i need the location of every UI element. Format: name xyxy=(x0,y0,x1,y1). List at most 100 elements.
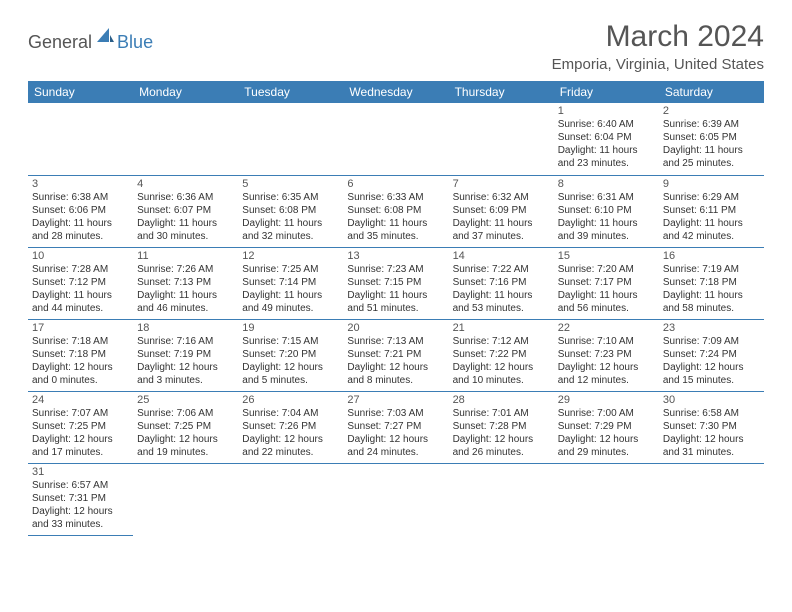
day-info: Sunrise: 7:00 AMSunset: 7:29 PMDaylight:… xyxy=(558,407,655,459)
day-number: 18 xyxy=(137,322,234,334)
day-info: Sunrise: 7:18 AMSunset: 7:18 PMDaylight:… xyxy=(32,335,129,387)
calendar-day-cell xyxy=(449,463,554,535)
day-header: Friday xyxy=(554,81,659,103)
day-header: Monday xyxy=(133,81,238,103)
day-info: Sunrise: 7:20 AMSunset: 7:17 PMDaylight:… xyxy=(558,263,655,315)
day-info: Sunrise: 7:22 AMSunset: 7:16 PMDaylight:… xyxy=(453,263,550,315)
day-number: 10 xyxy=(32,250,129,262)
day-info: Sunrise: 7:15 AMSunset: 7:20 PMDaylight:… xyxy=(242,335,339,387)
calendar-day-cell: 9Sunrise: 6:29 AMSunset: 6:11 PMDaylight… xyxy=(659,175,764,247)
calendar-day-cell xyxy=(133,463,238,535)
day-info: Sunrise: 6:39 AMSunset: 6:05 PMDaylight:… xyxy=(663,118,760,170)
day-number: 1 xyxy=(558,105,655,117)
day-number: 16 xyxy=(663,250,760,262)
calendar-day-cell: 30Sunrise: 6:58 AMSunset: 7:30 PMDayligh… xyxy=(659,391,764,463)
calendar-day-cell xyxy=(343,463,448,535)
day-info: Sunrise: 7:13 AMSunset: 7:21 PMDaylight:… xyxy=(347,335,444,387)
day-number: 28 xyxy=(453,394,550,406)
day-number: 9 xyxy=(663,178,760,190)
calendar-day-cell: 16Sunrise: 7:19 AMSunset: 7:18 PMDayligh… xyxy=(659,247,764,319)
calendar-day-cell xyxy=(133,103,238,175)
calendar-day-cell xyxy=(554,463,659,535)
calendar-day-cell: 27Sunrise: 7:03 AMSunset: 7:27 PMDayligh… xyxy=(343,391,448,463)
day-number: 21 xyxy=(453,322,550,334)
calendar-day-cell: 28Sunrise: 7:01 AMSunset: 7:28 PMDayligh… xyxy=(449,391,554,463)
calendar-day-cell: 13Sunrise: 7:23 AMSunset: 7:15 PMDayligh… xyxy=(343,247,448,319)
day-number: 22 xyxy=(558,322,655,334)
logo-sail-icon xyxy=(95,26,115,49)
day-info: Sunrise: 6:33 AMSunset: 6:08 PMDaylight:… xyxy=(347,191,444,243)
day-number: 13 xyxy=(347,250,444,262)
day-number: 11 xyxy=(137,250,234,262)
day-info: Sunrise: 7:10 AMSunset: 7:23 PMDaylight:… xyxy=(558,335,655,387)
day-info: Sunrise: 6:40 AMSunset: 6:04 PMDaylight:… xyxy=(558,118,655,170)
day-header: Tuesday xyxy=(238,81,343,103)
calendar-head: SundayMondayTuesdayWednesdayThursdayFrid… xyxy=(28,81,764,103)
day-number: 6 xyxy=(347,178,444,190)
day-number: 25 xyxy=(137,394,234,406)
calendar-day-cell: 19Sunrise: 7:15 AMSunset: 7:20 PMDayligh… xyxy=(238,319,343,391)
day-header: Sunday xyxy=(28,81,133,103)
day-of-week-row: SundayMondayTuesdayWednesdayThursdayFrid… xyxy=(28,81,764,103)
calendar-day-cell: 5Sunrise: 6:35 AMSunset: 6:08 PMDaylight… xyxy=(238,175,343,247)
day-number: 19 xyxy=(242,322,339,334)
day-info: Sunrise: 6:38 AMSunset: 6:06 PMDaylight:… xyxy=(32,191,129,243)
day-info: Sunrise: 7:12 AMSunset: 7:22 PMDaylight:… xyxy=(453,335,550,387)
day-number: 15 xyxy=(558,250,655,262)
calendar-day-cell xyxy=(238,463,343,535)
calendar-day-cell: 24Sunrise: 7:07 AMSunset: 7:25 PMDayligh… xyxy=(28,391,133,463)
logo: General Blue xyxy=(28,26,153,59)
calendar-body: 1Sunrise: 6:40 AMSunset: 6:04 PMDaylight… xyxy=(28,103,764,535)
day-info: Sunrise: 6:31 AMSunset: 6:10 PMDaylight:… xyxy=(558,191,655,243)
page-header: General Blue March 2024 Emporia, Virgini… xyxy=(28,20,764,73)
day-info: Sunrise: 7:25 AMSunset: 7:14 PMDaylight:… xyxy=(242,263,339,315)
day-number: 3 xyxy=(32,178,129,190)
day-info: Sunrise: 7:23 AMSunset: 7:15 PMDaylight:… xyxy=(347,263,444,315)
calendar-day-cell: 7Sunrise: 6:32 AMSunset: 6:09 PMDaylight… xyxy=(449,175,554,247)
day-info: Sunrise: 6:58 AMSunset: 7:30 PMDaylight:… xyxy=(663,407,760,459)
day-number: 30 xyxy=(663,394,760,406)
calendar-day-cell: 15Sunrise: 7:20 AMSunset: 7:17 PMDayligh… xyxy=(554,247,659,319)
day-number: 23 xyxy=(663,322,760,334)
day-number: 24 xyxy=(32,394,129,406)
calendar-week-row: 1Sunrise: 6:40 AMSunset: 6:04 PMDaylight… xyxy=(28,103,764,175)
day-header: Thursday xyxy=(449,81,554,103)
day-info: Sunrise: 7:19 AMSunset: 7:18 PMDaylight:… xyxy=(663,263,760,315)
calendar-day-cell: 14Sunrise: 7:22 AMSunset: 7:16 PMDayligh… xyxy=(449,247,554,319)
calendar-day-cell: 4Sunrise: 6:36 AMSunset: 6:07 PMDaylight… xyxy=(133,175,238,247)
day-header: Wednesday xyxy=(343,81,448,103)
calendar-table: SundayMondayTuesdayWednesdayThursdayFrid… xyxy=(28,81,764,536)
calendar-day-cell: 17Sunrise: 7:18 AMSunset: 7:18 PMDayligh… xyxy=(28,319,133,391)
day-number: 7 xyxy=(453,178,550,190)
day-info: Sunrise: 7:04 AMSunset: 7:26 PMDaylight:… xyxy=(242,407,339,459)
day-number: 2 xyxy=(663,105,760,117)
calendar-day-cell: 12Sunrise: 7:25 AMSunset: 7:14 PMDayligh… xyxy=(238,247,343,319)
calendar-day-cell: 22Sunrise: 7:10 AMSunset: 7:23 PMDayligh… xyxy=(554,319,659,391)
calendar-week-row: 17Sunrise: 7:18 AMSunset: 7:18 PMDayligh… xyxy=(28,319,764,391)
calendar-day-cell xyxy=(238,103,343,175)
calendar-day-cell: 29Sunrise: 7:00 AMSunset: 7:29 PMDayligh… xyxy=(554,391,659,463)
day-number: 8 xyxy=(558,178,655,190)
day-header: Saturday xyxy=(659,81,764,103)
calendar-day-cell: 2Sunrise: 6:39 AMSunset: 6:05 PMDaylight… xyxy=(659,103,764,175)
day-number: 5 xyxy=(242,178,339,190)
day-info: Sunrise: 7:07 AMSunset: 7:25 PMDaylight:… xyxy=(32,407,129,459)
day-info: Sunrise: 6:36 AMSunset: 6:07 PMDaylight:… xyxy=(137,191,234,243)
calendar-day-cell xyxy=(28,103,133,175)
day-info: Sunrise: 6:29 AMSunset: 6:11 PMDaylight:… xyxy=(663,191,760,243)
calendar-day-cell: 6Sunrise: 6:33 AMSunset: 6:08 PMDaylight… xyxy=(343,175,448,247)
location-text: Emporia, Virginia, United States xyxy=(552,56,764,73)
month-title: March 2024 xyxy=(552,20,764,54)
day-number: 29 xyxy=(558,394,655,406)
day-number: 26 xyxy=(242,394,339,406)
day-number: 31 xyxy=(32,466,129,478)
calendar-day-cell: 3Sunrise: 6:38 AMSunset: 6:06 PMDaylight… xyxy=(28,175,133,247)
logo-text-general: General xyxy=(28,32,92,53)
logo-text-blue: Blue xyxy=(117,32,153,53)
calendar-week-row: 10Sunrise: 7:28 AMSunset: 7:12 PMDayligh… xyxy=(28,247,764,319)
calendar-day-cell: 20Sunrise: 7:13 AMSunset: 7:21 PMDayligh… xyxy=(343,319,448,391)
calendar-day-cell: 8Sunrise: 6:31 AMSunset: 6:10 PMDaylight… xyxy=(554,175,659,247)
day-info: Sunrise: 7:09 AMSunset: 7:24 PMDaylight:… xyxy=(663,335,760,387)
day-info: Sunrise: 6:35 AMSunset: 6:08 PMDaylight:… xyxy=(242,191,339,243)
calendar-week-row: 24Sunrise: 7:07 AMSunset: 7:25 PMDayligh… xyxy=(28,391,764,463)
